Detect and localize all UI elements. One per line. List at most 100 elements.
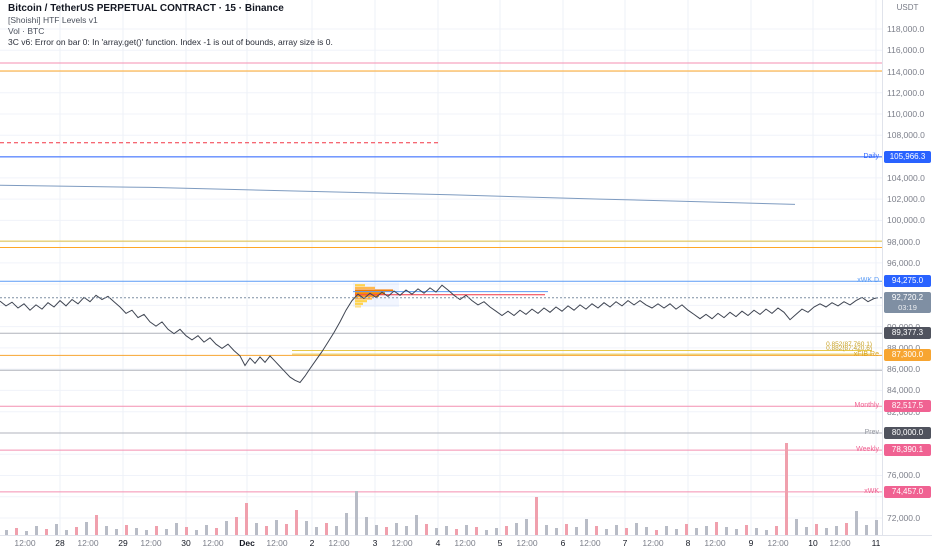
volume-bar	[65, 530, 68, 535]
time-axis[interactable]: 12:00 28 12:00 29 12:00 30 12:00 Dec 12:00 2 12:00…	[0, 535, 932, 550]
price-tick-label: 114,000.0	[887, 66, 925, 77]
volume-bar	[685, 524, 688, 535]
volume-bar	[85, 522, 88, 535]
symbol-title[interactable]: Bitcoin / TetherUS PERPETUAL CONTRACT · …	[8, 3, 284, 14]
price-tick-label: 112,000.0	[887, 87, 925, 98]
volume-bar	[815, 524, 818, 535]
volume-bar	[225, 521, 228, 535]
volume-bar	[575, 527, 578, 535]
volume-bar	[235, 517, 238, 535]
volume-bar	[335, 526, 338, 535]
time-tick-label: 11	[871, 538, 881, 548]
price-tick-label: 98,000.0	[887, 236, 921, 247]
volume-bar	[345, 513, 348, 535]
volume-profile-row	[355, 286, 375, 289]
fib-level-label: 0.882(87,420.6)	[826, 345, 872, 353]
volume-bar	[485, 530, 488, 535]
volume-bar	[785, 443, 788, 535]
volume-bar	[375, 525, 378, 535]
volume-bar	[455, 529, 458, 535]
volume-bar	[665, 526, 668, 535]
price-level-badge: 74,457.0	[884, 485, 931, 498]
time-tick-label: 12:00	[140, 538, 162, 548]
price-tick-label: 72,000.0	[887, 513, 921, 523]
volume-profile-row	[355, 284, 365, 287]
level-tag-label: Weekly	[856, 446, 879, 454]
volume-bar	[255, 523, 258, 535]
level-tag-label: xFIB Re	[853, 351, 879, 359]
price-level-badge: 89,377.3	[884, 327, 931, 340]
volume-bar	[125, 525, 128, 535]
price-level-badge: 94,275.0	[884, 275, 931, 288]
volume-bar	[45, 529, 48, 535]
volume-bar	[155, 526, 158, 535]
volume-bar	[405, 526, 408, 535]
time-tick-label: 12:00	[328, 538, 350, 548]
volume-bar	[205, 525, 208, 535]
price-tick-label: 118,000.0	[887, 24, 925, 34]
candlestick-series[interactable]	[0, 284, 879, 384]
indicator-title[interactable]: [Shoishi] HTF Levels v1	[8, 15, 98, 25]
volume-bar	[465, 525, 468, 535]
volume-bar	[415, 515, 418, 535]
price-tick-label: 104,000.0	[887, 172, 925, 183]
time-tick-label: 12:00	[266, 538, 288, 548]
price-tick-label: 88,000.0	[887, 342, 921, 353]
time-tick-label: 29	[118, 538, 128, 548]
time-tick-label: 12:00	[579, 538, 601, 548]
volume-bar	[675, 529, 678, 535]
volume-bar	[865, 525, 868, 535]
time-tick-label: 12:00	[391, 538, 413, 548]
time-tick-label: 6	[560, 538, 566, 548]
time-tick-label: 5	[497, 538, 503, 548]
volume-bar	[735, 529, 738, 535]
ma-line	[0, 184, 796, 205]
time-tick-label: 4	[435, 538, 441, 548]
volume-bar	[165, 529, 168, 535]
chart-plot-area[interactable]: Bitcoin / TetherUS PERPETUAL CONTRACT · …	[0, 0, 882, 535]
volume-bar	[855, 511, 858, 535]
volume-bar	[555, 528, 558, 535]
volume-bar	[585, 519, 588, 535]
price-tick-label: 116,000.0	[887, 45, 925, 56]
volume-bar	[445, 526, 448, 535]
current-price-value: 92,720.2	[891, 292, 924, 302]
time-tick-label: 9	[748, 538, 754, 548]
volume-bar	[115, 529, 118, 535]
time-tick-label: 12:00	[77, 538, 99, 548]
volume-bar	[845, 523, 848, 535]
level-tag-label: Daily	[863, 152, 879, 160]
volume-bar	[365, 517, 368, 535]
volume-bar	[805, 527, 808, 535]
volume-bar	[535, 497, 538, 535]
price-tick-label: 96,000.0	[887, 257, 921, 268]
volume-profile-row	[355, 302, 363, 305]
volume-bar	[625, 528, 628, 535]
volume-bar	[185, 527, 188, 535]
volume-bar	[705, 526, 708, 535]
volume-legend[interactable]: Vol · BTC	[8, 26, 45, 36]
volume-bar	[495, 528, 498, 535]
volume-bar	[95, 515, 98, 535]
volume-bar	[515, 523, 518, 535]
level-tag-label: xWK D	[857, 277, 879, 285]
time-tick-label: 7	[622, 538, 628, 548]
price-tick-label: 76,000.0	[887, 470, 921, 481]
volume-bar	[315, 527, 318, 535]
chart-canvas[interactable]	[0, 0, 882, 535]
price-axis[interactable]: USDT 118,000.0 116,000.0 114,000.0 112,000.…	[882, 0, 932, 535]
volume-bar	[525, 519, 528, 535]
volume-bar	[245, 503, 248, 535]
time-tick-label: 12:00	[704, 538, 726, 548]
volume-bar	[195, 530, 198, 535]
price-tick-label: 84,000.0	[887, 385, 921, 396]
volume-bar	[835, 526, 838, 535]
time-tick-label: 10	[808, 538, 818, 548]
time-tick-label: Dec	[239, 538, 255, 548]
time-tick-label: 12:00	[202, 538, 224, 548]
volume-bar	[285, 524, 288, 535]
volume-profile-row	[355, 305, 361, 308]
volume-bar	[145, 530, 148, 535]
volume-bar	[505, 526, 508, 535]
price-tick-label: 90,000.0	[887, 322, 920, 332]
